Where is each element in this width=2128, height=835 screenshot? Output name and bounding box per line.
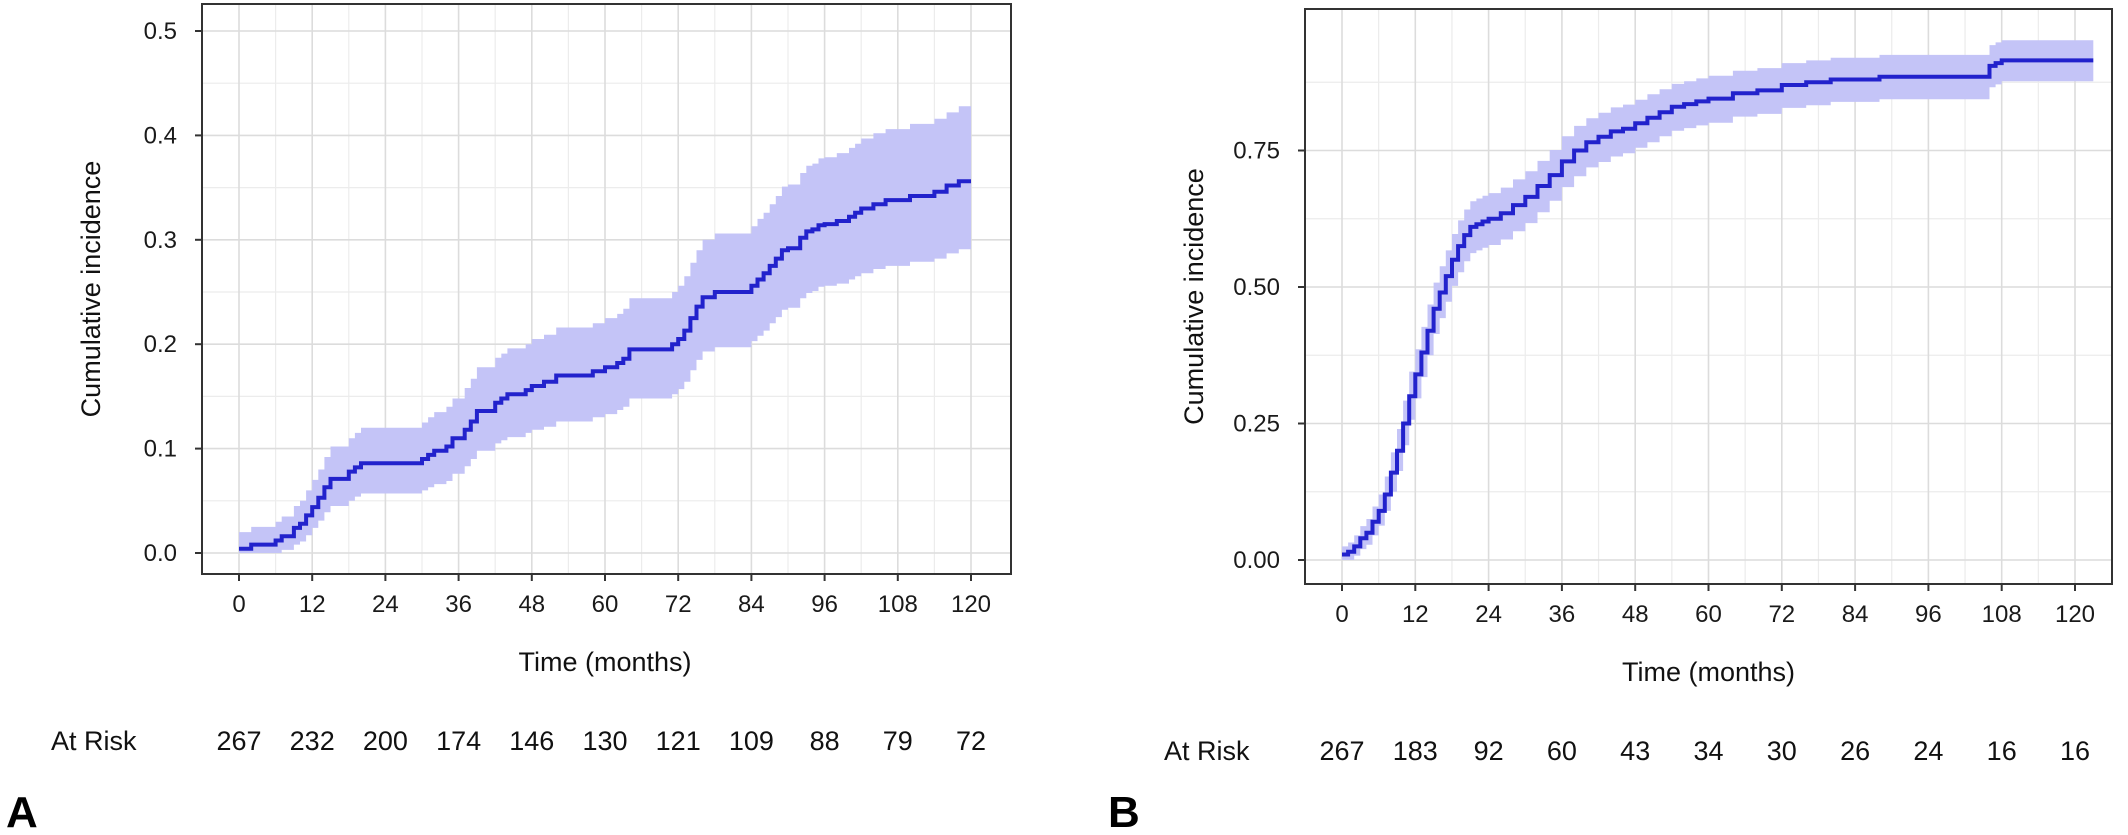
x-tick-label: 84 xyxy=(1842,601,1869,628)
at-risk-value: 109 xyxy=(729,726,774,756)
x-tick-label: 36 xyxy=(445,591,472,618)
x-tick-label: 48 xyxy=(1622,601,1649,628)
x-tick-label: 120 xyxy=(951,591,991,618)
at-risk-label: At Risk xyxy=(1164,736,1250,766)
confidence-band xyxy=(239,106,971,553)
x-tick-label: 72 xyxy=(665,591,692,618)
at-risk-value: 146 xyxy=(509,726,554,756)
at-risk-value: 43 xyxy=(1620,736,1650,766)
panel-label: B xyxy=(1108,788,1140,835)
y-tick-label: 0.3 xyxy=(144,227,177,254)
x-tick-label: 60 xyxy=(592,591,619,618)
at-risk-value: 88 xyxy=(810,726,840,756)
at-risk-value: 60 xyxy=(1547,736,1577,766)
incidence-line xyxy=(1342,58,2094,557)
x-tick-label: 36 xyxy=(1549,601,1576,628)
panel-label: A xyxy=(6,788,38,835)
incidence-line xyxy=(239,179,971,551)
at-risk-row: 267 232 200 174 146 130 121 109 88 79 72 xyxy=(216,726,986,756)
at-risk-value: 16 xyxy=(1987,736,2017,766)
x-tick-label: 24 xyxy=(1475,601,1502,628)
x-tick-label: 48 xyxy=(518,591,545,618)
x-tick-label: 0 xyxy=(232,591,245,618)
x-tick-label: 12 xyxy=(1402,601,1429,628)
x-tick-label: 108 xyxy=(878,591,918,618)
y-tick-label: 0.0 xyxy=(144,540,177,567)
y-tick-label: 0.25 xyxy=(1233,411,1280,438)
y-tick-label: 0.5 xyxy=(144,18,177,45)
at-risk-value: 30 xyxy=(1767,736,1797,766)
x-axis-label: Time (months) xyxy=(1622,657,1795,687)
at-risk-value: 34 xyxy=(1693,736,1723,766)
x-tick-label: 24 xyxy=(372,591,399,618)
y-tick-label: 0.1 xyxy=(144,436,177,463)
at-risk-value: 26 xyxy=(1840,736,1870,766)
x-tick-label: 0 xyxy=(1335,601,1348,628)
at-risk-value: 267 xyxy=(1319,736,1364,766)
at-risk-value: 183 xyxy=(1393,736,1438,766)
y-tick-label: 0.00 xyxy=(1233,547,1280,574)
at-risk-value: 79 xyxy=(883,726,913,756)
y-tick-label: 0.75 xyxy=(1233,138,1280,165)
panel-a: Cumulative incidence Time (months) At Ri… xyxy=(6,3,1012,835)
plot-area xyxy=(201,3,1012,575)
y-tick-label: 0.50 xyxy=(1233,274,1280,301)
at-risk-value: 174 xyxy=(436,726,481,756)
x-tick-label: 108 xyxy=(1982,601,2022,628)
at-risk-value: 72 xyxy=(956,726,986,756)
x-axis-label: Time (months) xyxy=(518,647,691,677)
y-tick-label: 0.4 xyxy=(144,122,177,149)
y-tick-label: 0.2 xyxy=(144,331,177,358)
panel-b: Cumulative incidence Time (months) At Ri… xyxy=(1108,8,2113,835)
at-risk-value: 24 xyxy=(1913,736,1943,766)
x-tick-label: 12 xyxy=(299,591,326,618)
at-risk-value: 92 xyxy=(1474,736,1504,766)
x-tick-label: 72 xyxy=(1768,601,1795,628)
y-axis-label: Cumulative incidence xyxy=(76,161,106,418)
y-axis-label: Cumulative incidence xyxy=(1179,168,1209,425)
x-tick-label: 96 xyxy=(811,591,838,618)
plot-area xyxy=(1304,8,2113,585)
plot-frame xyxy=(201,3,1012,575)
at-risk-value: 130 xyxy=(582,726,627,756)
x-tick-label: 96 xyxy=(1915,601,1942,628)
at-risk-label: At Risk xyxy=(51,726,137,756)
x-tick-label: 120 xyxy=(2055,601,2095,628)
at-risk-value: 16 xyxy=(2060,736,2090,766)
at-risk-value: 200 xyxy=(363,726,408,756)
at-risk-value: 267 xyxy=(216,726,261,756)
x-tick-label: 60 xyxy=(1695,601,1722,628)
at-risk-value: 232 xyxy=(290,726,335,756)
at-risk-value: 121 xyxy=(656,726,701,756)
x-tick-label: 84 xyxy=(738,591,765,618)
at-risk-row: 267 183 92 60 43 34 30 26 24 16 16 xyxy=(1319,736,2090,766)
